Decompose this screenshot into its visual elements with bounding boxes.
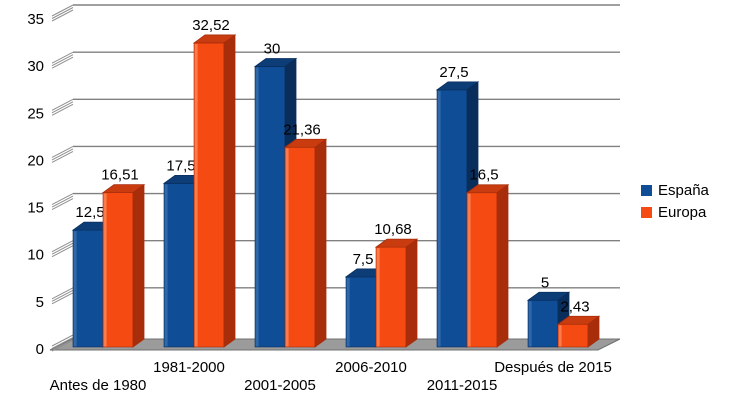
y-axis-label-10: 10 <box>27 247 44 264</box>
value-label-españa-0: 12,5 <box>75 204 104 221</box>
category-label-5: Después de 2015 <box>494 359 612 376</box>
tick-0 <box>51 334 74 347</box>
y-axis-label-35: 35 <box>27 11 44 28</box>
bar-side-europa-3 <box>405 238 418 348</box>
bar-bevel-españa-0 <box>73 231 77 347</box>
bar-bevel-europa-0 <box>103 193 107 347</box>
value-label-europa-5: 2,43 <box>560 298 589 315</box>
bar-side-europa-5 <box>587 315 600 348</box>
value-label-europa-0: 16,51 <box>101 167 139 184</box>
tick-5 <box>51 292 74 305</box>
bar-españa-0 <box>72 229 104 348</box>
y-axis-label-0: 0 <box>36 341 44 358</box>
value-label-españa-5: 5 <box>541 274 549 291</box>
category-label-3: 2006-2010 <box>335 359 407 376</box>
bar-bevel-europa-2 <box>285 148 289 347</box>
bar-bevel-españa-2 <box>255 67 259 347</box>
bar-bevel-españa-4 <box>437 90 441 347</box>
category-label-4: 2011-2015 <box>427 377 498 394</box>
tick-15 <box>51 193 74 206</box>
tick-10 <box>51 242 74 255</box>
legend: España Europa <box>641 183 709 220</box>
bar-bevel-europa-4 <box>467 193 471 347</box>
bar-bevel-españa-5 <box>528 301 532 347</box>
europa-label: Europa <box>658 204 707 221</box>
value-label-españa-3: 7,5 <box>353 251 374 268</box>
tick-15 <box>51 195 74 208</box>
bar-europa-2 <box>284 146 316 348</box>
espana-label: España <box>658 182 709 199</box>
tick-35 <box>51 4 74 17</box>
tick-5 <box>51 287 74 300</box>
tick-25 <box>51 101 74 114</box>
y-axis-label-20: 20 <box>27 152 44 169</box>
tick-15 <box>51 198 74 211</box>
bar-bevel-europa-3 <box>376 248 380 347</box>
bar-bevel-europa-5 <box>558 325 562 347</box>
bar-europa-0 <box>102 192 134 348</box>
tick-5 <box>51 289 74 302</box>
bar-side-europa-2 <box>314 138 327 348</box>
value-label-españa-2: 30 <box>264 41 281 58</box>
bar-side-europa-1 <box>223 34 236 348</box>
bar-side-europa-4 <box>496 183 509 348</box>
value-label-europa-1: 32,52 <box>192 17 230 34</box>
europa-swatch <box>641 207 652 218</box>
category-label-1: 1981-2000 <box>153 359 225 376</box>
legend-item-europa: Europa <box>641 205 709 220</box>
value-label-europa-3: 10,68 <box>374 221 412 238</box>
tick-20 <box>51 150 74 163</box>
bar-españa-4 <box>436 89 468 348</box>
tick-35 <box>51 9 74 22</box>
bar-europa-5 <box>557 323 589 348</box>
bar-europa-3 <box>375 246 407 348</box>
tick-35 <box>51 7 74 19</box>
bar-españa-3 <box>345 276 377 348</box>
tick-30 <box>51 51 74 64</box>
tick-30 <box>51 54 74 67</box>
bar-españa-1 <box>163 183 195 348</box>
category-label-2: 2001-2005 <box>244 377 316 394</box>
tick-25 <box>51 103 74 116</box>
bar-españa-5 <box>527 299 559 348</box>
bar-bevel-europa-1 <box>194 43 198 347</box>
legend-item-espana: España <box>641 183 709 198</box>
bar-europa-4 <box>466 192 498 348</box>
espana-swatch <box>641 185 652 196</box>
tick-25 <box>51 98 74 111</box>
tick-20 <box>51 145 74 158</box>
tick-0 <box>51 339 74 352</box>
y-axis-label-25: 25 <box>27 105 44 122</box>
y-axis-label-30: 30 <box>27 58 44 75</box>
tick-10 <box>51 240 74 253</box>
bar-bevel-españa-1 <box>164 184 168 347</box>
value-label-europa-2: 21,36 <box>283 121 321 138</box>
bar-side-europa-0 <box>132 183 145 348</box>
tick-20 <box>51 148 74 161</box>
bar-europa-1 <box>193 42 225 348</box>
value-label-europa-4: 16,5 <box>469 167 498 184</box>
y-axis-label-15: 15 <box>27 200 44 217</box>
y-axis-label-5: 5 <box>36 294 44 311</box>
category-label-0: Antes de 1980 <box>50 377 147 394</box>
tick-30 <box>51 56 74 69</box>
tick-0 <box>51 337 74 349</box>
tick-10 <box>51 245 74 258</box>
value-label-españa-1: 17,5 <box>166 157 195 174</box>
value-label-españa-4: 27,5 <box>439 64 468 81</box>
bar-españa-2 <box>254 66 286 348</box>
bar-bevel-españa-3 <box>346 277 350 347</box>
